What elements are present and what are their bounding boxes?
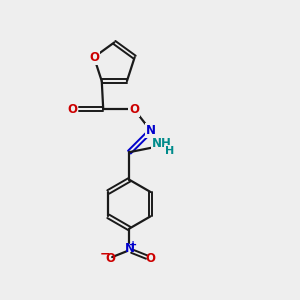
Text: N: N <box>124 242 134 255</box>
Text: H: H <box>165 146 174 156</box>
Text: O: O <box>146 252 156 265</box>
Text: N: N <box>146 124 156 137</box>
Text: −: − <box>100 247 110 260</box>
Text: O: O <box>67 103 77 116</box>
Text: O: O <box>129 103 139 116</box>
Text: NH: NH <box>152 137 171 150</box>
Text: +: + <box>130 240 138 250</box>
Text: O: O <box>106 252 116 265</box>
Text: O: O <box>89 51 99 64</box>
